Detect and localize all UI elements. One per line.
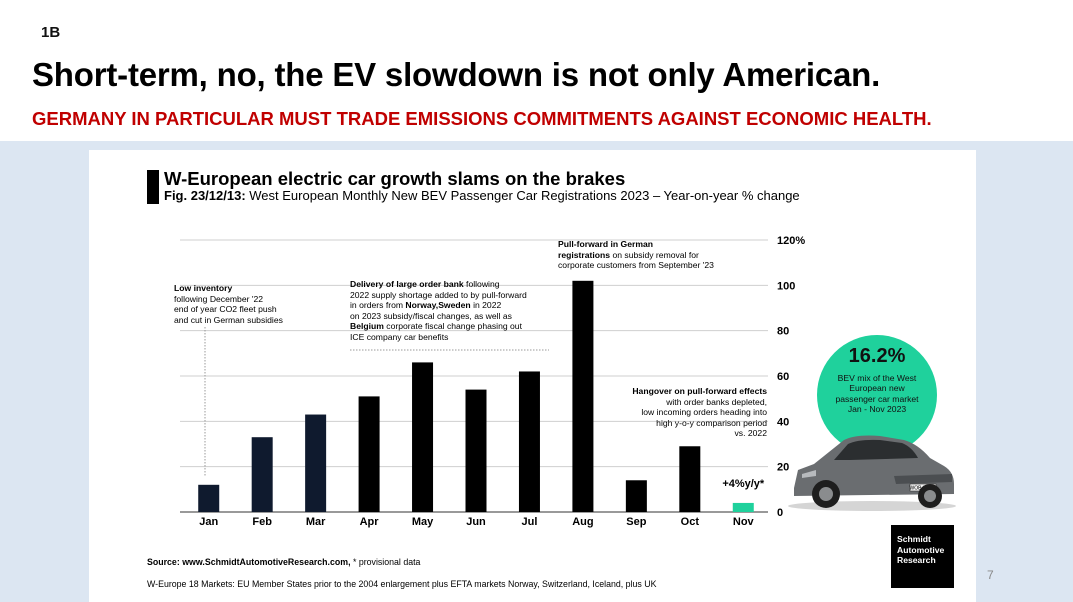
x-tick-label: Aug [572,516,593,528]
bar-oct [679,446,701,512]
x-tick-label: Nov [733,516,755,528]
x-tick-label: May [412,516,434,528]
bar-feb [251,437,273,512]
x-tick-label: Oct [681,516,700,528]
source-note: Source: www.SchmidtAutomotiveResearch.co… [147,557,421,567]
bar-jun [465,389,487,512]
nov-data-label: +4%y/y* [722,478,765,490]
x-tick-label: Jan [199,516,218,528]
bar-aug [572,280,594,512]
chart-subtitle: Fig. 23/12/13: West European Monthly New… [164,188,800,203]
bar-jul [518,371,540,512]
slide-tag: 1B [41,24,61,41]
x-tick-label: Sep [626,516,646,528]
x-tick-label: Jul [522,516,538,528]
annotation-low-inventory: Low inventory following December '22 end… [174,283,283,325]
x-tick-label: Apr [360,516,380,528]
chart-title-marker [147,170,159,204]
bar-nov [732,502,754,512]
bev-mix-badge: 16.2% BEV mix of the West European new p… [817,335,937,455]
slide-subtitle: GERMANY IN PARTICULAR MUST TRADE EMISSIO… [32,108,932,129]
y-tick-label: 0 [777,507,783,519]
x-tick-label: Jun [466,516,486,528]
y-tick-label: 120% [777,235,805,247]
y-tick-label: 80 [777,326,789,338]
bar-mar [305,414,327,512]
annotation-hangover: Hangover on pull-forward effects with or… [632,386,767,439]
annotation-delivery: Delivery of large order bank following 2… [350,279,527,342]
bar-jan [198,484,220,512]
chart-title: W-European electric car growth slams on … [164,168,626,189]
bev-mix-value: 16.2% [848,345,906,367]
slide-title: Short-term, no, the EV slowdown is not o… [32,56,881,93]
y-tick-label: 40 [777,416,789,428]
x-tick-label: Mar [306,516,326,528]
markets-footnote: W-Europe 18 Markets: EU Member States pr… [147,579,657,589]
y-tick-label: 20 [777,462,789,474]
y-tick-label: 100 [777,280,795,292]
annotation-pull-forward: Pull-forward in German registrations on … [558,239,714,271]
bar-sep [625,480,647,512]
page-number: 7 [987,568,994,582]
bar-may [412,362,434,512]
y-tick-label: 60 [777,371,789,383]
schmidt-logo: Schmidt Automotive Research [891,525,954,588]
car-image: WOB-ID348 [788,435,956,511]
bar-apr [358,396,380,512]
bev-mix-text: BEV mix of the West European new passeng… [835,373,919,415]
x-tick-label: Feb [252,516,272,528]
